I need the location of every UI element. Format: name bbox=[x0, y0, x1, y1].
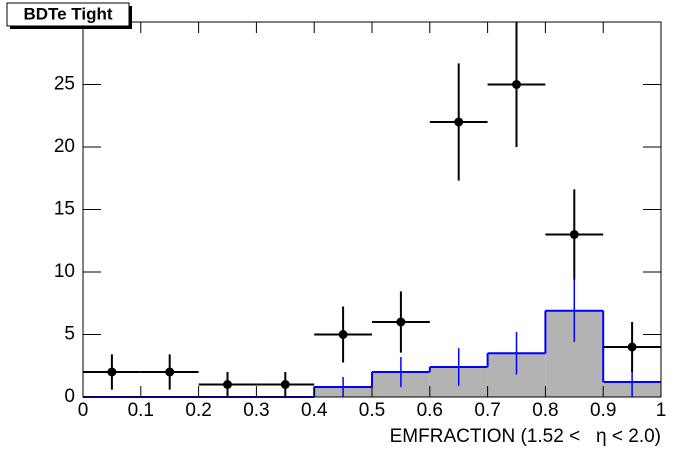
y-tick-label: 20 bbox=[54, 136, 75, 157]
data-point bbox=[223, 380, 232, 389]
x-tick-label: 1 bbox=[656, 400, 667, 421]
y-tick-label: 10 bbox=[54, 261, 75, 282]
data-point bbox=[627, 342, 637, 352]
x-tick-label: 0.1 bbox=[128, 400, 154, 421]
x-tick-label: 0.9 bbox=[590, 400, 616, 421]
x-tick-label: 0.8 bbox=[532, 400, 558, 421]
data-point bbox=[454, 117, 464, 127]
x-tick-label: 0.5 bbox=[359, 400, 385, 421]
data-point bbox=[512, 80, 521, 89]
y-tick-label: 5 bbox=[64, 324, 75, 345]
data-point bbox=[165, 367, 175, 377]
data-point bbox=[569, 230, 579, 239]
y-tick-label: 0 bbox=[64, 386, 75, 407]
y-tick-label: 25 bbox=[54, 74, 75, 95]
y-tick-label: 15 bbox=[54, 199, 75, 220]
data-point bbox=[338, 330, 348, 339]
data-point bbox=[396, 317, 406, 327]
data-point bbox=[107, 367, 117, 377]
x-tick-label: 0.6 bbox=[417, 400, 443, 421]
x-tick-label: 0.4 bbox=[301, 400, 328, 421]
title-box bbox=[6, 2, 130, 27]
x-tick-label: 0 bbox=[78, 400, 89, 421]
chart-title: BDTe Tight bbox=[23, 4, 112, 23]
x-axis-label: EMFRACTION (1.52 < η < 2.0) bbox=[390, 426, 661, 447]
x-tick-label: 0.7 bbox=[474, 400, 500, 421]
x-tick-label: 0.3 bbox=[243, 400, 269, 421]
data-point bbox=[280, 380, 290, 389]
x-tick-label: 0.2 bbox=[185, 400, 211, 421]
